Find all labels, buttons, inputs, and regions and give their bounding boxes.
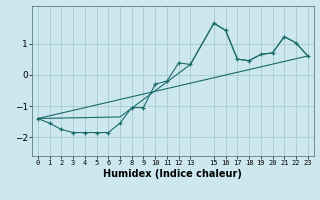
- X-axis label: Humidex (Indice chaleur): Humidex (Indice chaleur): [103, 169, 242, 179]
